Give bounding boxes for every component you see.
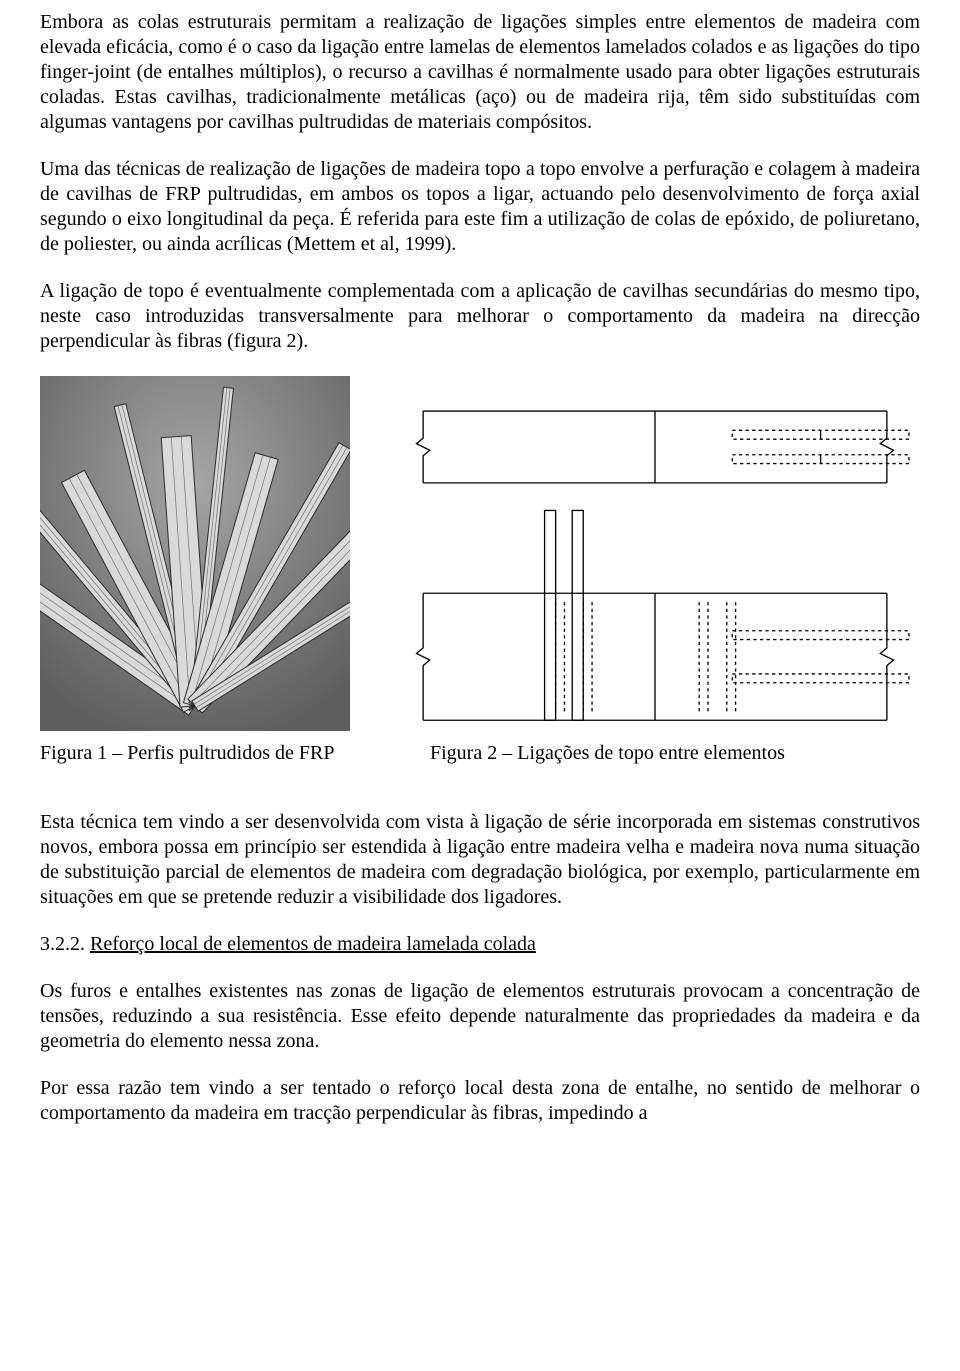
figure-2-svg (390, 389, 920, 731)
paragraph: Os furos e entalhes existentes nas zonas… (40, 979, 920, 1054)
paragraph: Uma das técnicas de realização de ligaçõ… (40, 157, 920, 257)
figure-1 (40, 376, 350, 731)
section-number: 3.2.2. (40, 933, 90, 955)
paragraph: Esta técnica tem vindo a ser desenvolvid… (40, 810, 920, 910)
paragraph: A ligação de topo é eventualmente comple… (40, 279, 920, 354)
paragraph: Embora as colas estruturais permitam a r… (40, 10, 920, 135)
section-heading: 3.2.2. Reforço local de elementos de mad… (40, 932, 920, 957)
figure-2-caption: Figura 2 – Ligações de topo entre elemen… (430, 741, 920, 766)
paragraph: Por essa razão tem vindo a ser tentado o… (40, 1076, 920, 1126)
figure-2 (390, 389, 920, 731)
figure-1-caption: Figura 1 – Perfis pultrudidos de FRP (40, 741, 390, 766)
section-title: Reforço local de elementos de madeira la… (90, 933, 536, 955)
figure-1-svg (40, 376, 350, 731)
